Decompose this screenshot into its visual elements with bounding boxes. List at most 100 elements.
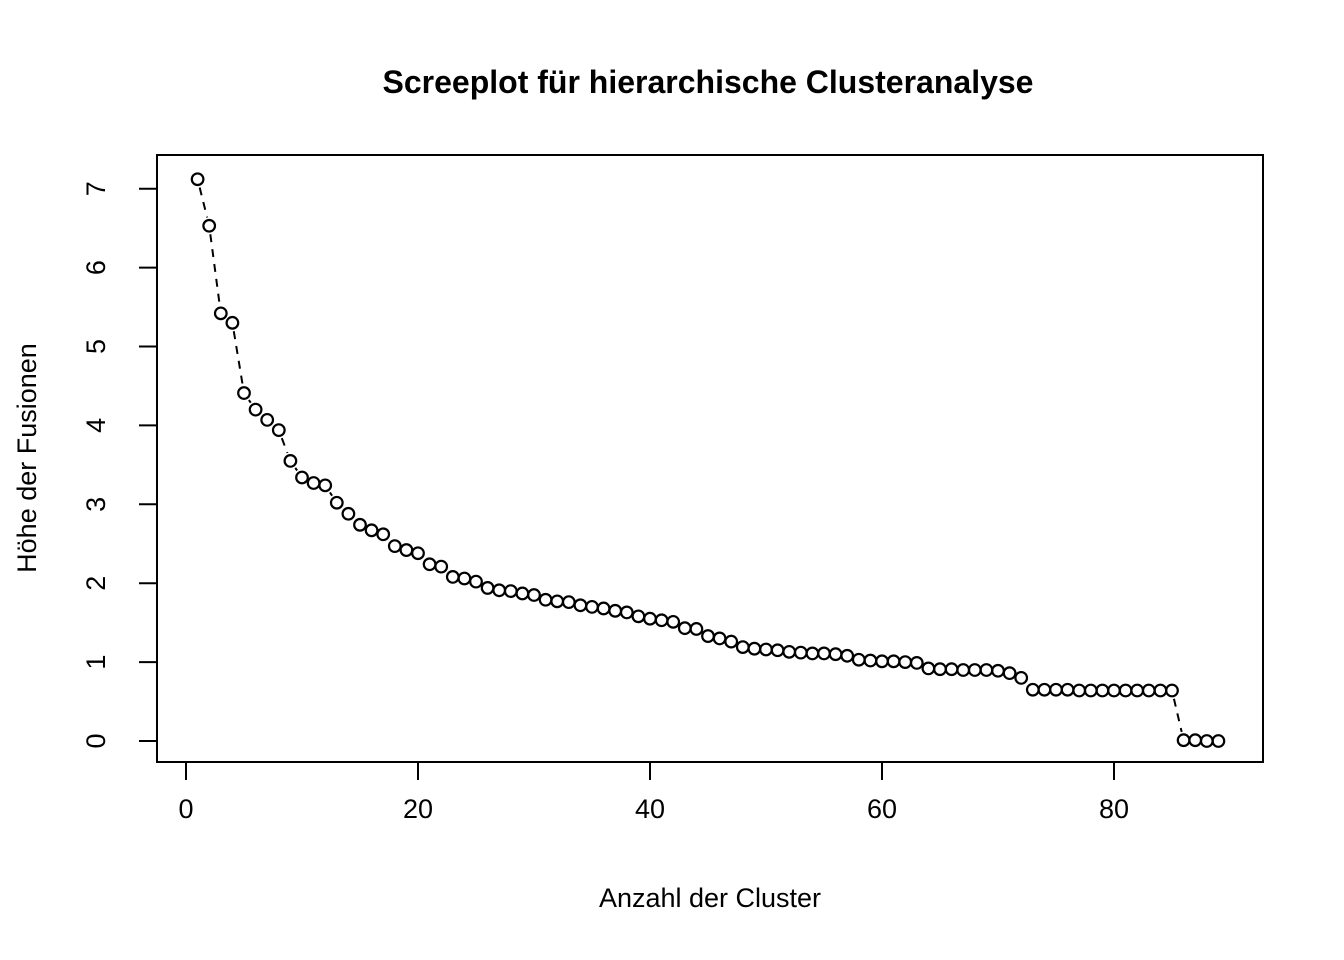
data-point [886,654,901,669]
data-point [329,495,344,510]
data-point [608,603,623,618]
data-point [1060,682,1075,697]
series-segment [1172,698,1183,733]
data-point [445,569,460,584]
data-point [341,506,356,521]
series-segment [232,331,244,385]
data-point [469,574,483,589]
data-point [387,539,402,554]
data-point [863,653,878,668]
data-point [701,629,715,643]
data-point [1072,683,1087,698]
data-point [898,655,913,669]
data-point [503,584,518,598]
x-axis-label: Anzahl der Cluster [599,883,821,913]
data-point [1153,683,1168,698]
data-point [689,622,704,636]
data-point [1188,733,1203,748]
x-tick-label: 80 [1099,794,1129,824]
x-tick-label: 20 [403,794,433,824]
data-point [677,621,692,636]
data-point [1002,666,1017,681]
data-point [283,454,298,468]
data-point [666,614,681,629]
data-point [944,662,959,677]
data-point [399,543,414,557]
data-point [1141,683,1156,698]
y-tick-label: 3 [81,497,111,512]
data-point [457,571,472,586]
data-point [619,605,634,620]
series-segment [280,437,289,454]
data-point [1025,682,1040,697]
data-point [538,592,553,607]
data-point [306,476,321,490]
data-point [213,306,228,321]
data-point [202,218,217,233]
data-point [631,609,646,624]
data-point [248,402,263,417]
data-point [793,645,808,660]
plot-box [156,154,1264,763]
data-point [1083,683,1098,698]
data-point [260,412,275,427]
data-point [550,594,565,609]
data-point [909,655,924,670]
data-point [480,581,495,595]
y-tick-label: 0 [81,733,111,748]
data-point [817,646,831,661]
data-point [1049,682,1063,697]
data-point [979,663,994,677]
data-point [225,315,240,330]
data-point [1176,733,1191,748]
data-point [1199,734,1214,748]
y-tick-label: 5 [81,339,111,354]
data-point [782,644,797,659]
data-point [991,663,1005,678]
chart-title: Screeplot für hierarchische Clusteranaly… [383,64,1034,100]
data-point [1037,682,1052,697]
y-tick-label: 1 [81,655,111,670]
data-point [318,478,333,493]
y-tick-label: 4 [81,418,111,433]
data-point [712,631,727,646]
data-point [353,517,367,532]
data-point [190,172,205,187]
data-point [828,647,843,662]
data-point [747,641,762,656]
data-point [851,652,866,667]
data-point [1165,683,1179,698]
data-point [735,640,750,655]
data-point [1130,683,1145,698]
data-point [805,646,820,661]
data-point [527,588,541,602]
y-tick-label: 2 [81,576,111,591]
series-segment [329,491,333,497]
data-point [654,613,669,628]
data-point [573,598,588,613]
data-point [596,601,611,616]
data-point [434,559,449,574]
data-point [840,648,855,663]
x-tick-label: 0 [178,794,193,824]
data-point [422,557,437,572]
data-point [561,595,576,610]
series-segment [209,234,221,306]
data-point [967,663,982,677]
x-tick-label: 40 [635,794,665,824]
y-tick-label: 6 [81,260,111,275]
data-point [515,586,530,601]
data-point [770,643,785,658]
data-point [585,599,599,614]
data-point [724,634,739,649]
x-tick-label: 60 [867,794,897,824]
data-point [376,527,391,542]
data-point [956,663,971,677]
data-point [364,523,379,538]
data-point [237,386,251,400]
series-segment [294,467,298,472]
data-point [933,662,947,677]
data-point [643,611,657,626]
data-point [1118,683,1133,698]
